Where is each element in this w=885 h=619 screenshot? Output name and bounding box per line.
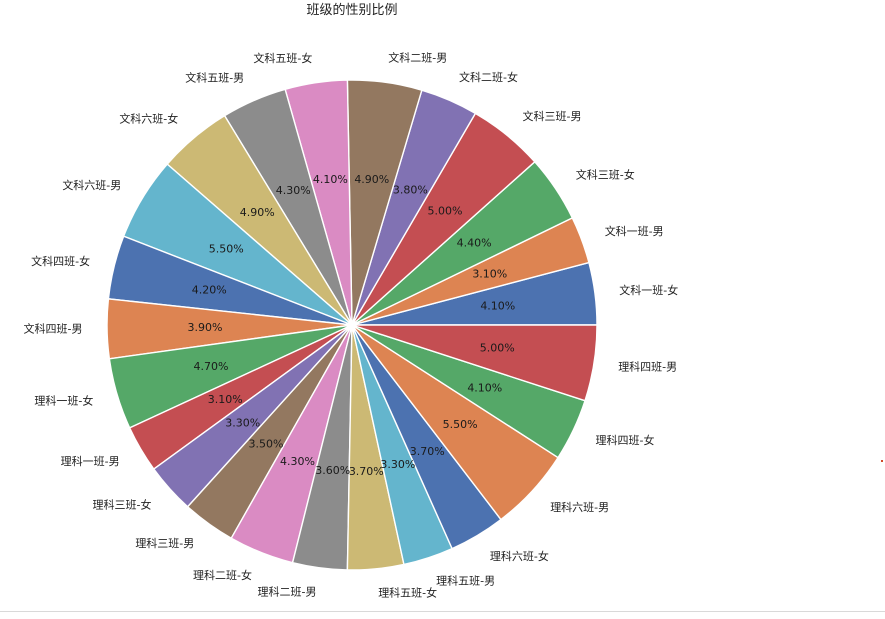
pie-percent-label-16: 4.30%	[280, 455, 315, 468]
pie-percent-label-2: 4.40%	[457, 237, 492, 250]
pie-category-label-4: 文科二班-女	[459, 70, 518, 84]
pie-category-label-3: 文科三班-男	[523, 109, 582, 123]
pie-percent-label-5: 4.90%	[354, 173, 389, 186]
pie-category-label-12: 理科一班-女	[34, 394, 93, 408]
pie-category-label-9: 文科六班-男	[62, 178, 121, 192]
pie-category-label-14: 理科三班-女	[93, 498, 152, 512]
pie-percent-label-3: 5.00%	[428, 205, 463, 218]
pie-category-label-18: 理科五班-女	[378, 586, 437, 600]
pie-percent-label-1: 3.10%	[472, 267, 507, 280]
pie-percent-label-21: 5.50%	[443, 418, 478, 431]
pie-category-label-7: 文科五班-男	[185, 71, 244, 85]
pie-category-label-11: 文科四班-男	[24, 322, 83, 336]
pie-category-label-1: 文科一班-男	[605, 224, 664, 238]
pie-category-label-16: 理科二班-女	[193, 568, 252, 582]
pie-category-label-22: 理科四班-女	[596, 433, 655, 447]
pie-percent-label-17: 3.60%	[315, 464, 350, 477]
pie-category-label-21: 理科六班-男	[550, 500, 609, 514]
pie-percent-label-14: 3.30%	[225, 417, 260, 430]
pie-category-label-5: 文科二班-男	[388, 51, 447, 65]
pie-percent-labels: 4.10%3.10%4.40%5.00%3.80%4.90%4.10%4.30%…	[188, 173, 516, 478]
pie-percent-label-8: 4.90%	[240, 206, 275, 219]
pie-category-label-13: 理科一班-男	[61, 454, 120, 468]
pie-percent-label-22: 4.10%	[467, 382, 502, 395]
pie-percent-label-10: 4.20%	[192, 284, 227, 297]
pie-category-label-15: 理科三班-男	[135, 536, 194, 550]
pie-category-label-2: 文科三班-女	[576, 167, 635, 181]
pie-percent-label-0: 4.10%	[480, 300, 515, 313]
edge-marker	[881, 460, 883, 462]
pie-percent-label-9: 5.50%	[209, 243, 244, 256]
pie-category-label-0: 文科一班-女	[619, 283, 678, 297]
pie-category-labels: 文科一班-女文科一班-男文科三班-女文科三班-男文科二班-女文科二班-男文科五班…	[24, 51, 679, 600]
chart-title: 班级的性别比例	[306, 2, 397, 18]
pie-category-label-10: 文科四班-女	[31, 254, 90, 268]
pie-percent-label-4: 3.80%	[393, 184, 428, 197]
pie-percent-label-18: 3.70%	[349, 465, 384, 478]
pie-percent-label-20: 3.70%	[410, 445, 445, 458]
pie-category-label-20: 理科六班-女	[490, 549, 549, 563]
pie-category-label-19: 理科五班-男	[436, 574, 495, 588]
pie-slices	[106, 79, 598, 571]
pie-percent-label-13: 3.10%	[208, 393, 243, 406]
pie-category-label-17: 理科二班-男	[258, 585, 317, 599]
bottom-divider	[0, 611, 885, 612]
pie-category-label-6: 文科五班-女	[253, 51, 312, 65]
pie-percent-label-23: 5.00%	[480, 342, 515, 355]
pie-category-label-8: 文科六班-女	[119, 112, 178, 126]
pie-percent-label-7: 4.30%	[276, 184, 311, 197]
pie-percent-label-15: 3.50%	[249, 438, 284, 451]
pie-percent-label-6: 4.10%	[313, 173, 348, 186]
pie-slice-23	[351, 324, 598, 402]
pie-percent-label-12: 4.70%	[194, 360, 229, 373]
pie-percent-label-19: 3.30%	[380, 458, 415, 471]
pie-percent-label-11: 3.90%	[188, 321, 223, 334]
pie-category-label-23: 理科四班-男	[618, 360, 677, 374]
